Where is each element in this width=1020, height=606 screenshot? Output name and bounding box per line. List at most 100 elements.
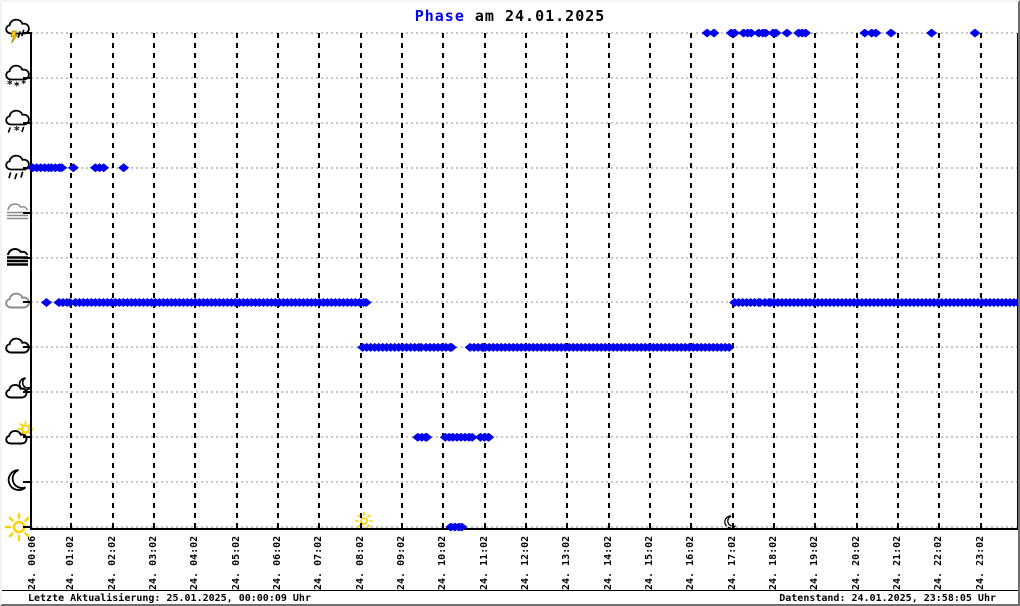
v-gridline [856, 33, 858, 528]
h-gridline [31, 121, 1017, 124]
svg-text:*: * [7, 78, 14, 91]
x-tick-label: 24. 22:02 [933, 535, 944, 590]
h-gridline [31, 166, 1017, 169]
v-gridline [649, 33, 651, 528]
v-gridline [690, 33, 692, 528]
data-point [701, 28, 713, 38]
v-gridline [442, 33, 444, 528]
x-tick-label: 24. 05:02 [231, 535, 242, 590]
v-gridline [897, 33, 899, 528]
data-point [781, 28, 793, 38]
row-tick [23, 301, 31, 304]
v-gridline [732, 33, 734, 528]
data-point [760, 28, 772, 38]
v-gridline [401, 33, 403, 528]
x-tick-label: 24. 03:02 [148, 535, 159, 590]
row-tick [23, 436, 31, 439]
data-point [926, 28, 938, 38]
data-timestamp-text: Datenstand: 24.01.2025, 23:58:05 Uhr [779, 593, 996, 604]
sunrise-sun-icon [355, 512, 374, 534]
data-point [745, 28, 757, 38]
data-point [98, 163, 110, 173]
v-gridline [938, 33, 940, 528]
row-tick [23, 166, 31, 169]
v-gridline [360, 33, 362, 528]
data-point [969, 28, 981, 38]
fog-icon [4, 242, 34, 274]
row-tick [23, 32, 31, 34]
v-gridline [277, 33, 279, 528]
sleet-icon: * [4, 107, 34, 139]
data-point [800, 28, 812, 38]
x-tick-label: 24. 12:02 [520, 535, 531, 590]
v-gridline [525, 33, 527, 528]
y-axis-line [30, 32, 32, 528]
x-tick-label: 24. 17:02 [727, 535, 738, 590]
data-point [67, 163, 79, 173]
v-gridline [484, 33, 486, 528]
data-point [64, 297, 76, 307]
x-tick-label: 24. 09:02 [396, 535, 407, 590]
x-tick-label: 24. 14:02 [603, 535, 614, 590]
v-gridline [318, 33, 320, 528]
title-rest: am 24.01.2025 [464, 7, 606, 25]
v-gridline [814, 33, 816, 528]
data-point [118, 163, 130, 173]
v-gridline [608, 33, 610, 528]
moon-icon [4, 466, 34, 498]
v-gridline [112, 33, 114, 528]
row-tick [23, 526, 31, 528]
v-gridline [980, 33, 982, 528]
data-point [870, 28, 882, 38]
h-gridline [31, 32, 1017, 34]
h-gridline [31, 481, 1017, 484]
x-tick-label: 24. 15:02 [644, 535, 655, 590]
data-point [770, 28, 782, 38]
x-tick-label: 24. 00:06 [27, 535, 38, 590]
last-update-text: Letzte Aktualisierung: 25.01.2025, 00:00… [28, 593, 311, 604]
data-point [859, 28, 871, 38]
data-point [723, 342, 735, 352]
h-gridline [31, 391, 1017, 394]
x-tick-label: 24. 06:02 [272, 535, 283, 590]
v-gridline [70, 33, 72, 528]
x-tick-label: 24. 02:02 [107, 535, 118, 590]
data-point [56, 163, 68, 173]
v-gridline [153, 33, 155, 528]
x-tick-label: 24. 18:02 [768, 535, 779, 590]
thunderstorm-icon [4, 17, 34, 49]
svg-text:*: * [14, 124, 21, 137]
plot-right-border [1017, 33, 1018, 529]
rain-icon [4, 152, 34, 184]
status-separator [2, 590, 1018, 591]
snow-icon: * * * [4, 62, 34, 94]
x-tick-label: 24. 08:02 [355, 535, 366, 590]
page-title: Phase am 24.01.2025 [2, 7, 1018, 25]
h-gridline [31, 76, 1017, 79]
x-tick-label: 24. 20:02 [851, 535, 862, 590]
data-point [729, 28, 741, 38]
row-tick [23, 121, 31, 124]
row-tick [23, 256, 31, 259]
data-point [708, 28, 720, 38]
row-tick [23, 76, 31, 79]
data-point [41, 297, 52, 307]
data-point [1012, 297, 1018, 307]
data-point [360, 297, 372, 307]
data-point [483, 432, 495, 442]
data-point [456, 522, 468, 532]
x-tick-label: 24. 04:02 [189, 535, 200, 590]
x-tick-label: 24. 10:02 [437, 535, 448, 590]
row-tick [23, 211, 31, 214]
h-gridline [31, 301, 1017, 304]
h-gridline [31, 436, 1017, 439]
v-gridline [236, 33, 238, 528]
h-gridline [31, 526, 1017, 528]
x-tick-label: 24. 07:02 [313, 535, 324, 590]
v-gridline [773, 33, 775, 528]
data-point [466, 432, 478, 442]
data-point [421, 432, 433, 442]
svg-text:*: * [14, 79, 21, 92]
h-gridline [31, 256, 1017, 259]
x-tick-label: 24. 23:02 [975, 535, 986, 590]
